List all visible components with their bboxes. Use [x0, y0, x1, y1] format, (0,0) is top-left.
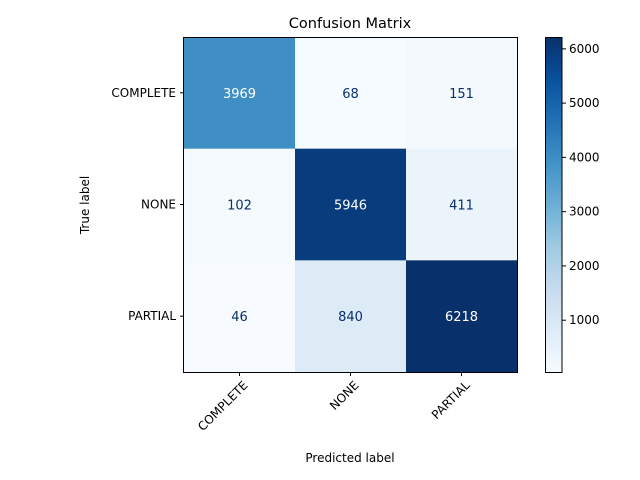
x-axis-label: Predicted label [305, 451, 394, 465]
cell-value-label: 6218 [445, 310, 478, 325]
chart-title: Confusion Matrix [289, 16, 412, 32]
cell-value-label: 68 [342, 87, 359, 102]
heatmap-cell [295, 260, 407, 373]
cell-value-label: 46 [231, 310, 248, 325]
y-axis-ticks: COMPLETE NONE PARTIAL [111, 86, 184, 323]
heatmap-cell [406, 260, 518, 373]
heatmap-cell [295, 37, 407, 150]
heatmap-cell [184, 260, 296, 373]
colorbar-tick-label: 6000 [569, 42, 600, 56]
cell-value-label: 151 [449, 87, 474, 102]
cell-value-label: 5946 [334, 199, 367, 214]
heatmap-cell [184, 37, 296, 150]
colorbar-tick-label: 1000 [569, 313, 600, 327]
y-tick-label: COMPLETE [111, 86, 176, 100]
y-tick-label: PARTIAL [128, 309, 176, 323]
colorbar-tick-label: 4000 [569, 150, 600, 164]
heatmap-cell [295, 148, 407, 261]
colorbar-ticks: 1000 2000 3000 4000 5000 6000 [562, 42, 600, 327]
colorbar [545, 37, 562, 372]
colorbar-tick-label: 2000 [569, 259, 600, 273]
cell-value-label: 3969 [223, 87, 256, 102]
heatmap-cell [184, 148, 296, 261]
y-tick-label: NONE [141, 198, 176, 212]
colorbar-tick-label: 5000 [569, 96, 600, 110]
cell-value-label: 840 [338, 310, 363, 325]
y-axis-label: True label [78, 176, 92, 235]
cell-value-label: 411 [449, 199, 474, 214]
cell-value-label: 102 [227, 199, 252, 214]
colorbar-frame [545, 37, 563, 373]
heatmap-cell [406, 37, 518, 150]
colorbar-tick-label: 3000 [569, 205, 600, 219]
heatmap-cell [406, 148, 518, 261]
heatmap-cells: 3969 68 151 102 5946 411 46 840 6218 [184, 37, 518, 373]
